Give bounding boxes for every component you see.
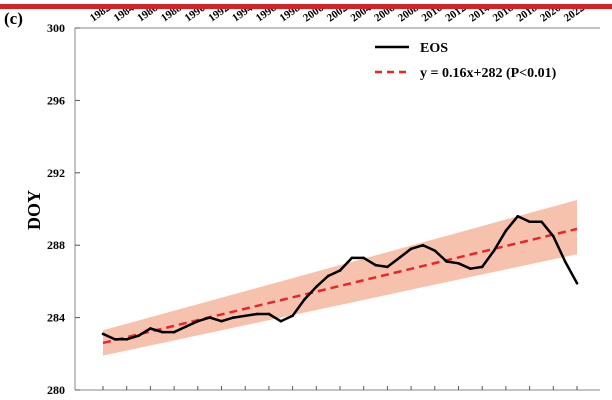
eos-point [563, 260, 567, 263]
y-tick-label: 284 [47, 311, 65, 325]
eos-point [172, 330, 176, 334]
y-tick-label: 300 [47, 21, 65, 35]
eos-point [516, 214, 520, 218]
legend-trend-label: y = 0.16x+282 (P<0.01) [420, 66, 557, 81]
eos-point [279, 319, 283, 323]
confidence-band-layer [103, 199, 577, 356]
legend-eos-label: EOS [420, 41, 448, 56]
eos-point [397, 256, 401, 260]
trend-line-layer [102, 227, 578, 345]
eos-point [540, 220, 543, 223]
eos-point [350, 256, 354, 260]
eos-point [184, 325, 188, 328]
eos-point [137, 334, 140, 338]
eos-point [528, 220, 531, 223]
eos-point [409, 247, 413, 251]
eos-point [220, 319, 223, 323]
eos-point [101, 332, 105, 336]
y-tick-label: 288 [47, 238, 65, 252]
eos-point [552, 234, 555, 238]
eos-point [149, 327, 152, 330]
y-tick-label: 292 [47, 166, 65, 180]
eos-line-layer [101, 214, 579, 341]
eos-point [243, 314, 247, 318]
eos-point [160, 330, 164, 334]
y-ticks-layer: 280 284 288 292 296 300 [47, 21, 80, 397]
eos-point [196, 319, 200, 323]
eos-point [326, 274, 330, 278]
eos-point [386, 265, 389, 269]
top-banner-bar [0, 4, 612, 9]
eos-point [457, 262, 460, 265]
eos-point [267, 312, 271, 316]
eos-point [504, 229, 508, 233]
eos-point [315, 285, 318, 289]
eos-point [362, 256, 366, 260]
eos-point [255, 312, 259, 316]
y-axis-title: DOY [24, 190, 44, 230]
panel-label: (c) [4, 9, 23, 28]
trend-line [102, 227, 578, 345]
eos-point [374, 263, 377, 267]
confidence-band [103, 199, 577, 356]
eos-point [421, 243, 425, 247]
eos-point [492, 249, 496, 252]
legend: EOS y = 0.16x+282 (P<0.01) [375, 41, 557, 81]
eos-point [232, 316, 235, 319]
eos-point [338, 269, 342, 272]
eos-point [113, 338, 117, 341]
eos-point [480, 265, 484, 269]
eos-point [291, 314, 294, 318]
eos-point [433, 249, 437, 252]
eos-point [469, 267, 472, 271]
eos-point [125, 338, 128, 341]
axes-layer [74, 27, 600, 391]
eos-point [208, 316, 211, 319]
eos-point [575, 281, 579, 285]
y-tick-label: 280 [47, 383, 65, 397]
eos-point [445, 260, 448, 263]
y-tick-label: 296 [47, 93, 65, 107]
eos-point [303, 298, 306, 301]
